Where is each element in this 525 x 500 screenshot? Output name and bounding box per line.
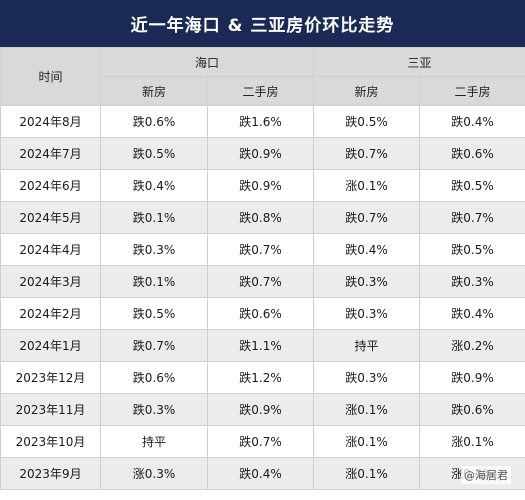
cell-haikou-resale: 跌0.9% <box>206 169 315 202</box>
cell-sanya-resale: 涨0.2% <box>419 329 525 362</box>
credit-label: @海居君 <box>461 466 511 484</box>
cell-time: 2023年11月 <box>0 393 101 426</box>
table-body: 2024年8月 跌0.6% 跌1.6% 跌0.5% 跌0.4% 2024年7月 跌0.5% 跌… <box>0 105 525 490</box>
cell-time: 2023年10月 <box>0 425 101 458</box>
table-row: 2024年3月 跌0.1% 跌0.7% 跌0.3% 跌0.3% <box>0 265 525 298</box>
cell-haikou-new: 跌0.1% <box>100 201 208 234</box>
cell-haikou-new: 持平 <box>100 425 208 458</box>
cell-sanya-resale: 跌0.6% <box>419 393 525 426</box>
table-row: 2023年12月 跌0.6% 跌1.2% 跌0.3% 跌0.9% <box>0 361 525 394</box>
cell-time: 2023年12月 <box>0 361 101 394</box>
table-header: 时间 海口 三亚 新房 二手房 新房 二手房 <box>0 47 525 106</box>
table-row: 2024年4月 跌0.3% 跌0.7% 跌0.4% 跌0.5% <box>0 233 525 266</box>
cell-time: 2024年2月 <box>0 297 101 330</box>
cell-haikou-new: 涨0.3% <box>100 457 208 490</box>
cell-haikou-new: 跌0.1% <box>100 265 208 298</box>
cell-sanya-new: 持平 <box>313 329 421 362</box>
cell-time: 2024年8月 <box>0 105 101 138</box>
cell-haikou-new: 跌0.3% <box>100 233 208 266</box>
cell-haikou-new: 跌0.6% <box>100 105 208 138</box>
table-row: 2023年10月 持平 跌0.7% 涨0.1% 涨0.1% <box>0 425 525 458</box>
cell-haikou-new: 跌0.4% <box>100 169 208 202</box>
cell-sanya-resale: 涨0.1% <box>419 425 525 458</box>
cell-haikou-new: 跌0.5% <box>100 297 208 330</box>
header-time: 时间 <box>0 47 101 106</box>
cell-sanya-new: 跌0.7% <box>313 201 421 234</box>
cell-haikou-resale: 跌0.9% <box>206 393 315 426</box>
table-container: 时间 海口 三亚 新房 二手房 新房 二手房 2024年8月 跌0.6% 跌1.6%… <box>0 47 525 490</box>
cell-sanya-new: 跌0.3% <box>313 265 421 298</box>
table-row: 2023年11月 跌0.3% 跌0.9% 涨0.1% 跌0.6% <box>0 393 525 426</box>
cell-haikou-resale: 跌0.4% <box>206 457 315 490</box>
cell-haikou-new: 跌0.5% <box>100 137 208 170</box>
cell-sanya-new: 涨0.1% <box>313 393 421 426</box>
table-row: 2024年6月 跌0.4% 跌0.9% 涨0.1% 跌0.5% <box>0 169 525 202</box>
cell-sanya-new: 跌0.3% <box>313 297 421 330</box>
cell-sanya-resale: 跌0.7% <box>419 201 525 234</box>
cell-time: 2024年1月 <box>0 329 101 362</box>
cell-time: 2024年5月 <box>0 201 101 234</box>
table-row: 2024年1月 跌0.7% 跌1.1% 持平 涨0.2% <box>0 329 525 362</box>
cell-sanya-new: 跌0.3% <box>313 361 421 394</box>
cell-haikou-resale: 跌1.2% <box>206 361 315 394</box>
cell-sanya-resale: 跌0.3% <box>419 265 525 298</box>
cell-haikou-resale: 跌0.7% <box>206 425 315 458</box>
table-row: 2024年8月 跌0.6% 跌1.6% 跌0.5% 跌0.4% <box>0 105 525 138</box>
cell-sanya-new: 涨0.1% <box>313 457 421 490</box>
header-haikou: 海口 <box>99 47 315 77</box>
cell-time: 2024年6月 <box>0 169 101 202</box>
cell-sanya-new: 跌0.7% <box>313 137 421 170</box>
header-sanya-new: 新房 <box>313 76 421 106</box>
cell-haikou-resale: 跌0.8% <box>206 201 315 234</box>
cell-time: 2024年7月 <box>0 137 101 170</box>
price-table: 时间 海口 三亚 新房 二手房 新房 二手房 2024年8月 跌0.6% 跌1.6%… <box>0 47 525 490</box>
cell-haikou-resale: 跌0.6% <box>206 297 315 330</box>
header-sanya-resale: 二手房 <box>419 76 525 106</box>
cell-time: 2024年4月 <box>0 233 101 266</box>
cell-haikou-resale: 跌1.1% <box>206 329 315 362</box>
cell-haikou-new: 跌0.6% <box>100 361 208 394</box>
cell-sanya-new: 跌0.4% <box>313 233 421 266</box>
table-row: 2024年7月 跌0.5% 跌0.9% 跌0.7% 跌0.6% <box>0 137 525 170</box>
header-haikou-new: 新房 <box>100 76 208 106</box>
table-row: 2024年5月 跌0.1% 跌0.8% 跌0.7% 跌0.7% <box>0 201 525 234</box>
table-row: 2024年2月 跌0.5% 跌0.6% 跌0.3% 跌0.4% <box>0 297 525 330</box>
cell-sanya-resale: 跌0.6% <box>419 137 525 170</box>
cell-haikou-resale: 跌1.6% <box>206 105 315 138</box>
cell-haikou-resale: 跌0.7% <box>206 233 315 266</box>
cell-haikou-resale: 跌0.9% <box>206 137 315 170</box>
cell-time: 2023年9月 <box>0 457 101 490</box>
cell-haikou-resale: 跌0.7% <box>206 265 315 298</box>
header-sanya: 三亚 <box>313 47 525 77</box>
cell-sanya-new: 涨0.1% <box>313 425 421 458</box>
cell-sanya-resale: 跌0.4% <box>419 297 525 330</box>
table-title: 近一年海口 & 三亚房价环比走势 <box>0 0 525 47</box>
cell-haikou-new: 跌0.3% <box>100 393 208 426</box>
cell-time: 2024年3月 <box>0 265 101 298</box>
cell-sanya-resale: 跌0.5% <box>419 169 525 202</box>
cell-sanya-resale: 跌0.9% <box>419 361 525 394</box>
cell-sanya-resale: 跌0.4% <box>419 105 525 138</box>
cell-sanya-resale: 跌0.5% <box>419 233 525 266</box>
header-haikou-resale: 二手房 <box>206 76 315 106</box>
cell-sanya-new: 跌0.5% <box>313 105 421 138</box>
cell-sanya-new: 涨0.1% <box>313 169 421 202</box>
cell-haikou-new: 跌0.7% <box>100 329 208 362</box>
